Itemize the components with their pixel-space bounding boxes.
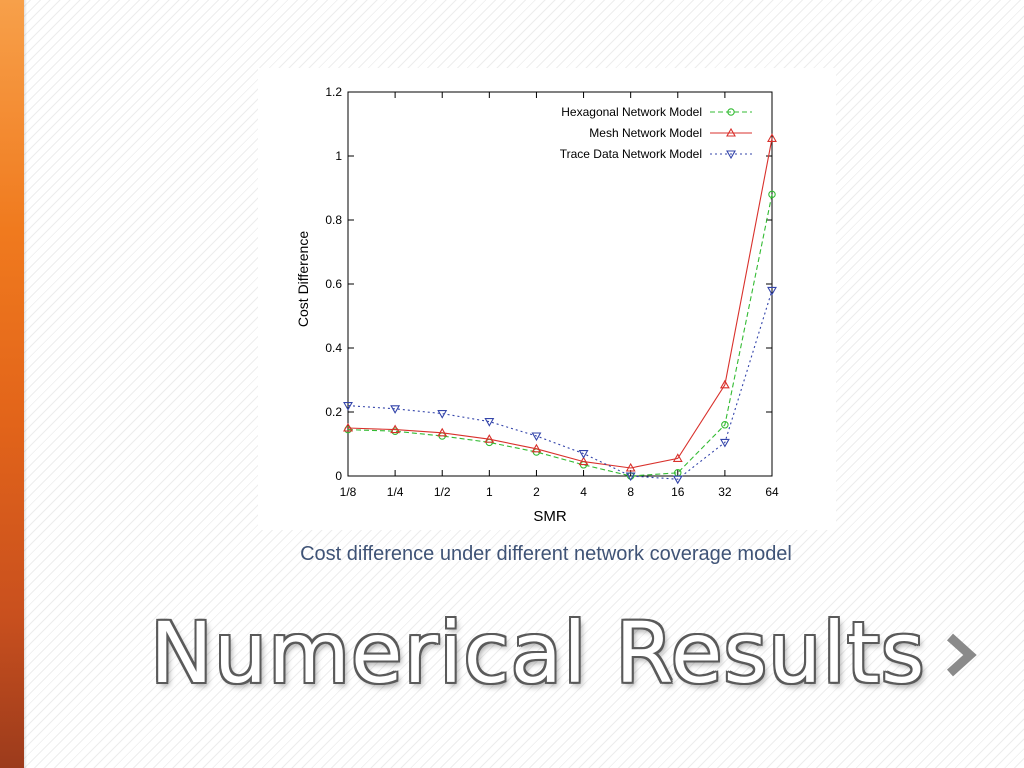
- data-point-triangle-up: [531, 443, 542, 453]
- x-tick-label: 8: [627, 485, 634, 499]
- y-tick-label: 1: [335, 149, 342, 163]
- y-tick-label: 0.8: [325, 213, 342, 227]
- x-tick-label: 16: [671, 485, 685, 499]
- data-point-triangle-up: [719, 379, 730, 389]
- data-point-circle: [721, 421, 729, 429]
- series-line-1: [347, 138, 773, 469]
- legend-label: Trace Data Network Model: [560, 147, 702, 161]
- data-point-triangle-up: [672, 453, 683, 462]
- data-point-triangle-down: [437, 410, 448, 419]
- data-point-triangle-down: [531, 432, 542, 442]
- data-point-triangle-up: [767, 133, 777, 142]
- data-point-triangle-up: [343, 422, 353, 432]
- line-chart: 0 0.2 0.4 0.6 0.8 1 1.2 1/8 1/4 1/2 1 2 4 8 16 32 64 SMR C…: [295, 85, 779, 525]
- y-tick-label: 1.2: [325, 85, 342, 99]
- data-point-triangle-up: [625, 462, 636, 472]
- data-point-triangle-up: [484, 434, 495, 443]
- x-tick-label: 1: [486, 485, 493, 499]
- chart-panel: 0 0.2 0.4 0.6 0.8 1 1.2 1/8 1/4 1/2 1 2 4 8 16 32 64 SMR C…: [258, 68, 836, 530]
- chart-caption: Cost difference under different network …: [300, 543, 792, 565]
- data-point-triangle-down: [484, 418, 495, 427]
- data-point-circle: [727, 108, 735, 116]
- chevron-right-icon[interactable]: [940, 625, 980, 685]
- x-tick-label: 4: [580, 485, 587, 499]
- x-tick-label: 64: [765, 485, 779, 499]
- data-point-triangle-down: [726, 150, 736, 160]
- series-line-0: [347, 194, 773, 477]
- y-tick-label: 0.6: [325, 277, 342, 291]
- x-tick-label: 1/4: [387, 485, 404, 499]
- sidebar-shadow: [24, 0, 27, 768]
- data-point-triangle-up: [578, 456, 589, 466]
- data-point-triangle-down: [390, 405, 401, 414]
- data-point-triangle-down: [719, 438, 730, 448]
- x-tick-label: 32: [718, 485, 732, 499]
- x-tick-label: 1/8: [340, 485, 357, 499]
- data-point-circle: [768, 190, 776, 199]
- data-point-triangle-down: [767, 286, 777, 296]
- x-axis-label: SMR: [533, 508, 567, 525]
- data-point-triangle-up: [437, 427, 448, 437]
- data-point-triangle-down: [672, 475, 683, 485]
- data-point-triangle-up: [390, 424, 401, 434]
- y-tick-label: 0.2: [325, 405, 342, 419]
- y-tick-label: 0.4: [325, 341, 342, 355]
- x-tick-label: 1/2: [434, 485, 451, 499]
- slide-title: Numerical Results: [150, 604, 926, 702]
- decorative-sidebar: [0, 0, 24, 768]
- data-point-triangle-down: [578, 450, 589, 459]
- y-axis-label: Cost Difference: [295, 231, 311, 327]
- legend-label: Mesh Network Model: [589, 126, 702, 140]
- data-point-triangle-down: [625, 472, 636, 482]
- data-point-triangle-down: [343, 402, 353, 411]
- legend-label: Hexagonal Network Model: [561, 105, 702, 119]
- series-line-2: [347, 290, 773, 480]
- x-tick-label: 2: [533, 485, 540, 499]
- data-point-triangle-up: [726, 127, 736, 137]
- y-tick-label: 0: [335, 469, 342, 483]
